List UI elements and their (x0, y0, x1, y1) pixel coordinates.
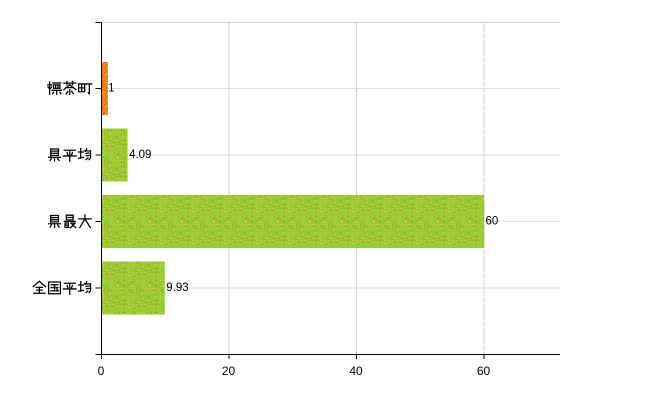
svg-text:9.93: 9.93 (166, 282, 188, 294)
svg-text:20: 20 (222, 364, 236, 378)
svg-text:4.09: 4.09 (129, 149, 151, 161)
svg-text:40: 40 (349, 364, 363, 378)
svg-text:0: 0 (98, 364, 105, 378)
svg-text:60: 60 (477, 364, 491, 378)
svg-text:60: 60 (486, 216, 499, 228)
svg-text:1: 1 (108, 83, 114, 95)
